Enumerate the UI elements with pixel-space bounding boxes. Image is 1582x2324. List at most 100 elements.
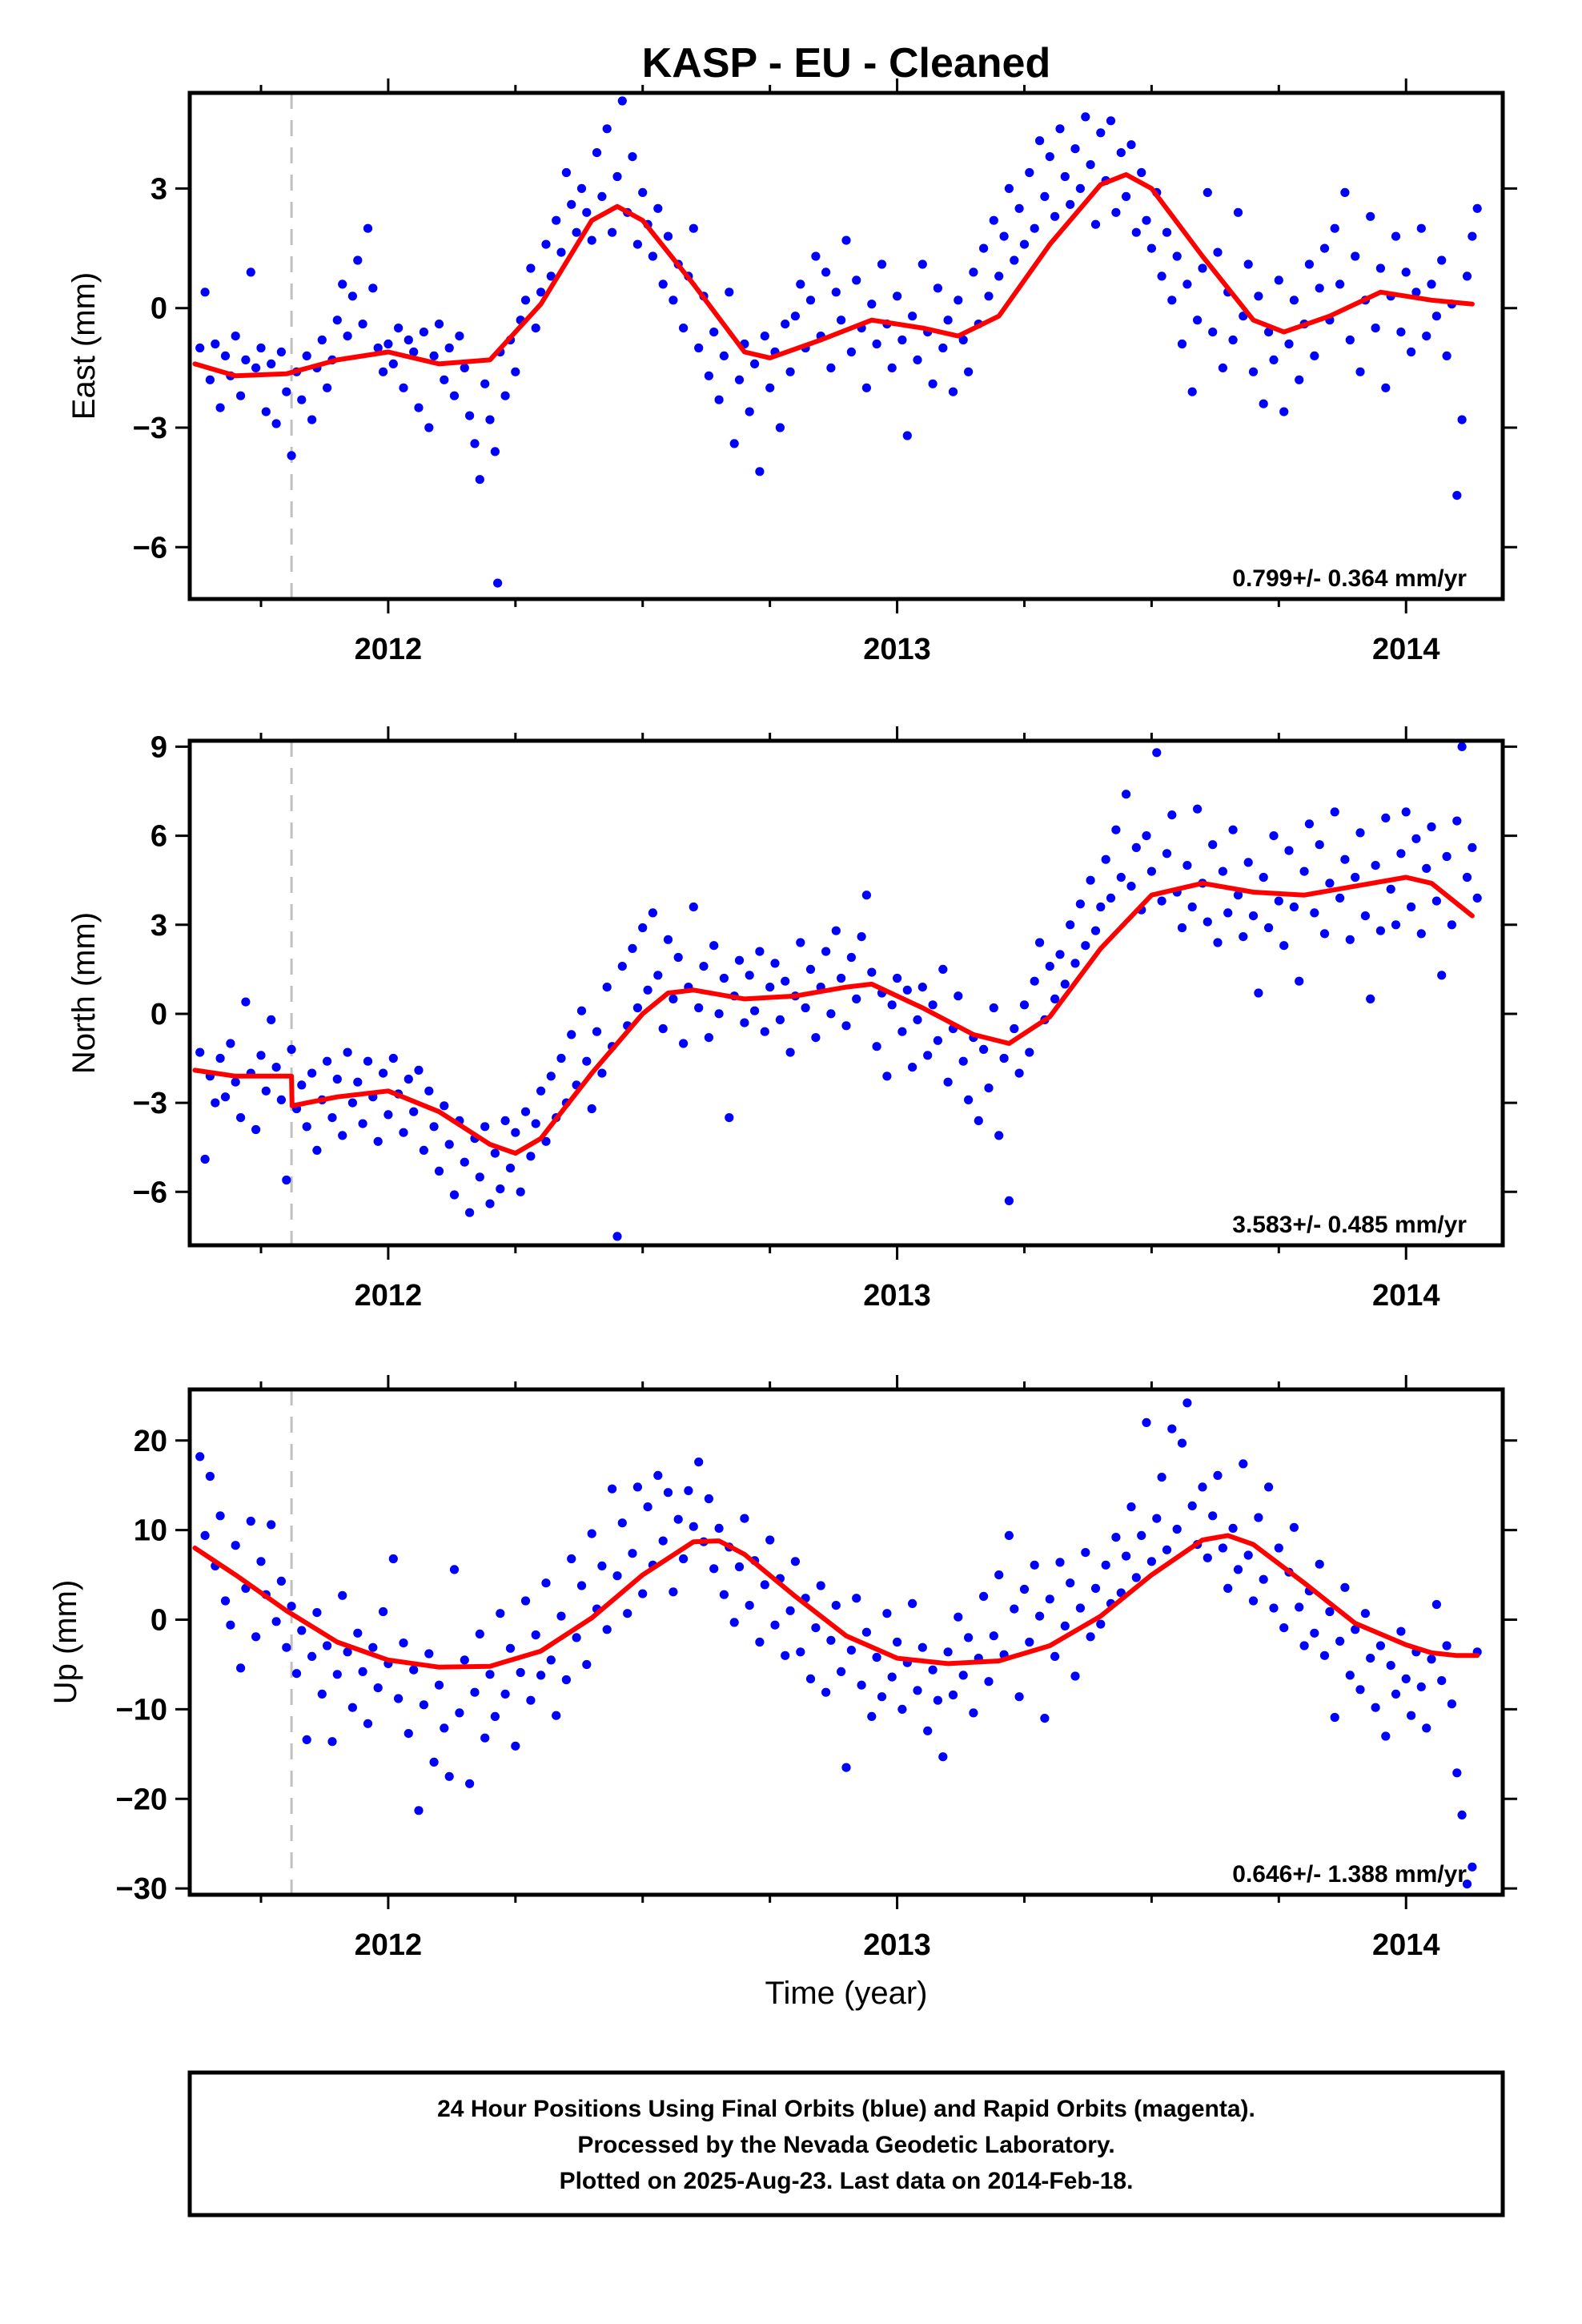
data-point bbox=[1172, 1524, 1182, 1534]
data-point bbox=[475, 1629, 484, 1638]
data-point bbox=[923, 1051, 933, 1060]
data-point bbox=[1264, 923, 1274, 933]
data-point bbox=[938, 1752, 948, 1762]
data-point bbox=[1462, 872, 1472, 883]
data-point bbox=[1437, 1676, 1447, 1686]
data-point bbox=[897, 1704, 907, 1714]
data-point bbox=[287, 1044, 296, 1054]
data-point bbox=[745, 1601, 754, 1610]
data-point bbox=[297, 1626, 307, 1635]
data-point bbox=[220, 1596, 231, 1606]
data-point bbox=[1182, 861, 1192, 870]
data-point bbox=[480, 1122, 490, 1132]
data-point bbox=[1055, 1558, 1065, 1567]
data-point bbox=[1452, 1768, 1462, 1778]
data-point bbox=[811, 251, 821, 261]
y-tick-label: 0 bbox=[151, 998, 167, 1031]
data-point bbox=[332, 1670, 342, 1679]
data-point bbox=[999, 1053, 1009, 1063]
data-point bbox=[302, 351, 311, 360]
data-point bbox=[251, 1632, 261, 1642]
data-point bbox=[1070, 144, 1080, 154]
data-point bbox=[1452, 816, 1462, 826]
data-point bbox=[1386, 1661, 1395, 1671]
data-point bbox=[775, 423, 785, 432]
data-point bbox=[989, 1003, 998, 1013]
x-tick-label: 2014 bbox=[1372, 633, 1440, 666]
data-point bbox=[811, 1623, 821, 1633]
data-point bbox=[1111, 825, 1121, 834]
data-point bbox=[608, 227, 617, 237]
data-point bbox=[1096, 128, 1106, 138]
data-point bbox=[719, 973, 729, 983]
data-point bbox=[893, 1637, 902, 1647]
data-point bbox=[1233, 207, 1243, 217]
data-point bbox=[496, 1184, 505, 1194]
data-point bbox=[505, 1164, 516, 1173]
data-point bbox=[852, 1594, 861, 1603]
data-point bbox=[984, 1084, 994, 1093]
data-point bbox=[1396, 1626, 1406, 1636]
data-point bbox=[1055, 950, 1065, 959]
data-point bbox=[679, 324, 689, 333]
data-point bbox=[1070, 959, 1080, 968]
data-point bbox=[1468, 231, 1477, 241]
y-tick-label: 9 bbox=[151, 730, 167, 764]
data-point bbox=[1122, 1551, 1131, 1561]
data-point bbox=[679, 1039, 689, 1048]
data-point bbox=[215, 1511, 225, 1521]
data-point bbox=[770, 1620, 780, 1630]
data-point bbox=[882, 1609, 892, 1618]
data-point bbox=[373, 1683, 383, 1693]
data-point bbox=[1025, 1637, 1034, 1647]
data-point bbox=[1279, 941, 1289, 951]
data-point bbox=[1457, 1810, 1467, 1819]
data-point bbox=[1274, 275, 1283, 285]
data-point bbox=[887, 1000, 897, 1010]
data-point bbox=[388, 359, 398, 368]
data-point bbox=[846, 1646, 856, 1655]
data-point bbox=[1407, 1711, 1416, 1720]
data-point bbox=[1351, 251, 1360, 261]
data-point bbox=[750, 1006, 760, 1015]
data-point bbox=[572, 227, 581, 237]
data-point bbox=[1401, 1674, 1411, 1683]
data-point bbox=[434, 320, 444, 329]
data-point bbox=[404, 1074, 413, 1084]
data-point bbox=[465, 1779, 475, 1788]
data-point bbox=[913, 1015, 922, 1024]
data-point bbox=[241, 355, 251, 364]
data-point bbox=[725, 1113, 734, 1123]
data-point bbox=[1122, 790, 1131, 799]
data-point bbox=[1279, 1623, 1289, 1633]
data-point bbox=[928, 1665, 938, 1675]
data-point bbox=[1122, 191, 1131, 201]
data-point bbox=[1351, 872, 1360, 883]
data-point bbox=[429, 1122, 439, 1132]
data-point bbox=[1264, 328, 1274, 337]
data-point bbox=[1182, 1398, 1192, 1408]
data-point bbox=[781, 320, 790, 329]
data-point bbox=[1101, 854, 1110, 864]
data-point bbox=[1259, 1574, 1268, 1584]
data-point bbox=[1146, 1557, 1156, 1566]
data-point bbox=[1325, 1606, 1335, 1617]
data-point bbox=[1157, 1473, 1166, 1482]
data-point bbox=[1106, 116, 1116, 126]
data-point bbox=[1106, 893, 1116, 903]
y-tick-label: −20 bbox=[116, 1783, 167, 1816]
data-point bbox=[872, 1652, 881, 1663]
data-point bbox=[805, 296, 816, 305]
data-point bbox=[587, 235, 596, 245]
data-point bbox=[857, 932, 866, 942]
data-point bbox=[1182, 279, 1192, 289]
data-point bbox=[1010, 1023, 1019, 1034]
data-point bbox=[1422, 863, 1431, 873]
data-point bbox=[628, 152, 637, 162]
data-point bbox=[307, 415, 317, 424]
data-point bbox=[567, 1030, 576, 1039]
data-point bbox=[643, 985, 652, 995]
data-point bbox=[1218, 1543, 1227, 1553]
data-point bbox=[999, 231, 1009, 241]
data-point bbox=[419, 328, 429, 337]
